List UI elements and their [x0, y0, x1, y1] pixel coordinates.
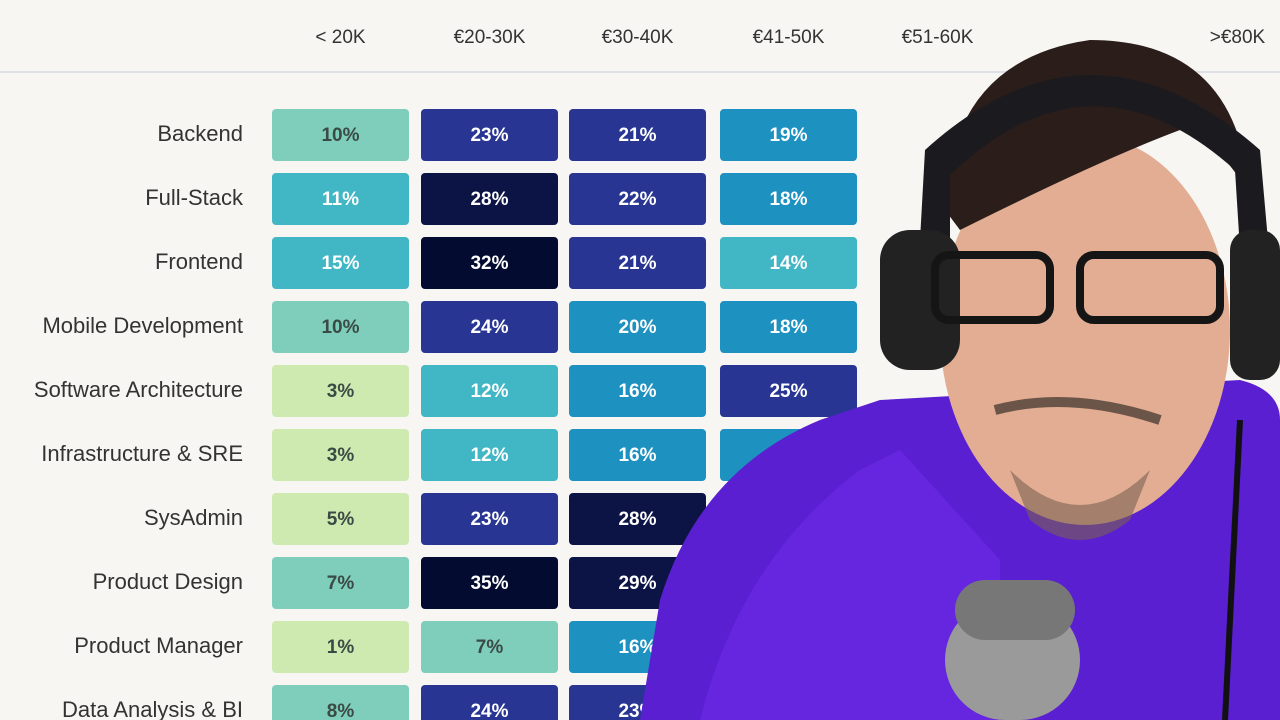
cell-label: 11% — [322, 189, 359, 210]
cell-label: 24% — [470, 317, 508, 338]
row-label: Software Architecture — [34, 377, 243, 402]
cell-label: 12% — [470, 381, 508, 402]
cell-label: 16% — [618, 637, 656, 658]
cell-label: 25% — [769, 381, 807, 402]
heat-cell — [272, 301, 409, 353]
heat-cell — [421, 301, 558, 353]
heat-cell — [272, 365, 409, 417]
row-label: Frontend — [155, 249, 243, 274]
cell-label: 28% — [470, 189, 508, 210]
cell-label: 21% — [618, 253, 656, 274]
cell-label: 3% — [327, 445, 355, 466]
heat-cell — [720, 173, 857, 225]
cell-label: 29% — [618, 573, 656, 594]
heat-cell — [272, 493, 409, 545]
cell-label: 18% — [769, 189, 807, 210]
column-header: >€80K — [1210, 27, 1266, 48]
heat-cell — [569, 237, 706, 289]
cell-label: 7% — [327, 573, 355, 594]
column-header: €30-40K — [602, 27, 674, 48]
cell-label: 19% — [769, 125, 807, 146]
heat-cell — [569, 365, 706, 417]
cell-label: 28% — [618, 509, 656, 530]
heat-cell — [569, 109, 706, 161]
cell-label: 8% — [327, 701, 355, 720]
heat-cell — [569, 301, 706, 353]
row-label: Product Manager — [74, 633, 243, 658]
column-header: €41-50K — [753, 27, 825, 48]
row-label: Backend — [157, 121, 243, 146]
heat-cell — [569, 173, 706, 225]
cell-label: 15% — [321, 253, 359, 274]
cell-label: 7% — [476, 637, 504, 658]
heat-cell — [720, 365, 857, 417]
streamer-overlay — [640, 40, 1280, 720]
cell-label: 12% — [470, 445, 508, 466]
heat-cell — [421, 557, 558, 609]
heatmap: < 20K €20-30K €30-40K €41-50K €51-60K >€80K Ba… — [34, 27, 1266, 720]
cell-label: 23% — [470, 509, 508, 530]
cell-label: 20% — [618, 317, 656, 338]
cell-label: 22% — [618, 189, 656, 210]
heat-cell — [272, 621, 409, 673]
heat-cell — [272, 173, 409, 225]
cell-label: 16% — [618, 381, 656, 402]
column-header: €51-60K — [902, 27, 974, 48]
heat-cell — [421, 109, 558, 161]
heat-cell — [720, 109, 857, 161]
heat-cell — [421, 429, 558, 481]
heat-cell — [272, 557, 409, 609]
cell-label: 5% — [327, 509, 355, 530]
heat-cell — [421, 621, 558, 673]
cell-label: 14% — [769, 253, 807, 274]
cell-label: 32% — [470, 253, 508, 274]
cell-label: 35% — [470, 573, 508, 594]
cell-label: 18% — [769, 317, 807, 338]
column-header: < 20K — [315, 27, 366, 48]
cell-label: 3% — [327, 381, 355, 402]
heat-cell — [272, 237, 409, 289]
heat-cell — [569, 493, 706, 545]
heat-cell — [421, 365, 558, 417]
column-header: €20-30K — [454, 27, 526, 48]
heat-cell — [421, 685, 558, 720]
heat-cell — [720, 301, 857, 353]
row-label: Data Analysis & BI — [62, 697, 243, 720]
heat-cell — [421, 493, 558, 545]
heat-cell — [421, 237, 558, 289]
heat-cell — [421, 173, 558, 225]
cell-label: 16% — [618, 445, 656, 466]
heat-cell — [272, 685, 409, 720]
row-label: Product Design — [93, 569, 243, 594]
row-label: SysAdmin — [144, 505, 243, 530]
heat-cell — [272, 109, 409, 161]
heat-cell — [272, 429, 409, 481]
cell-label: 1% — [327, 637, 355, 658]
row-label: Infrastructure & SRE — [41, 441, 243, 466]
cell-label: 10% — [321, 125, 359, 146]
row-label: Mobile Development — [42, 313, 243, 338]
cell-label: 23% — [470, 125, 508, 146]
row-label: Full-Stack — [145, 185, 244, 210]
heat-cell — [720, 237, 857, 289]
cell-label: 24% — [470, 701, 508, 720]
cell-label: 10% — [321, 317, 359, 338]
cell-label: 21% — [618, 125, 656, 146]
heat-cell — [569, 429, 706, 481]
